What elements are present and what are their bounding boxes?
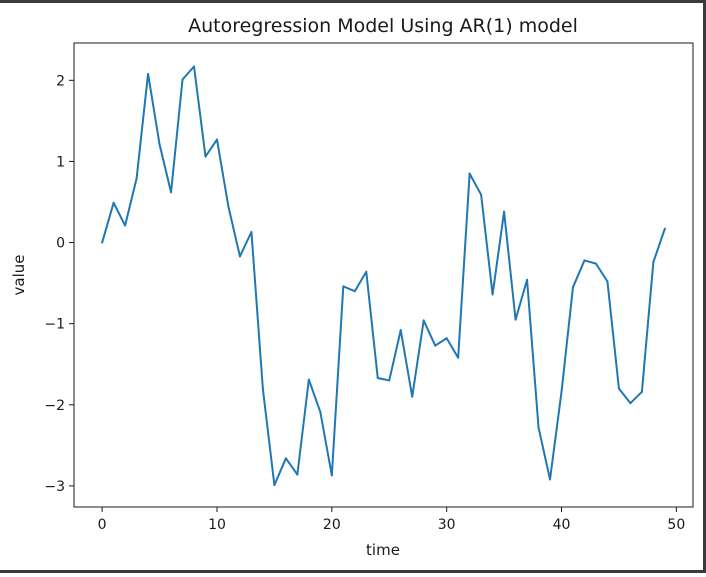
data-point [365,270,368,273]
data-point [158,143,161,146]
data-point [227,205,230,208]
data-point [215,138,218,141]
window-top-border [0,0,706,3]
data-point [594,262,597,265]
data-point [445,337,448,340]
data-point [250,231,253,234]
data-point [330,474,333,477]
data-point [560,390,563,393]
data-point [124,224,127,227]
data-point [296,473,299,476]
data-point [468,172,471,175]
data-point [617,387,620,390]
data-point [457,356,460,359]
data-point [503,210,506,213]
data-point [640,390,643,393]
data-point [388,379,391,382]
y-axis-ticks: 2 1 0 −1 −2 −3 [44,73,74,495]
x-tick-label: 20 [323,517,341,533]
data-point [434,344,437,347]
data-point [342,285,345,288]
data-point [307,378,310,381]
data-point [170,191,173,194]
y-axis-label: value [10,255,28,296]
y-tick-label: 0 [56,236,65,252]
axes-frame [73,42,694,508]
data-point [238,255,241,258]
data-point [353,290,356,293]
data-point [480,193,483,196]
y-tick-label: −1 [44,317,65,333]
data-point [537,426,540,429]
data-point [101,241,104,244]
data-point [514,318,517,321]
chart-title: Autoregression Model Using AR(1) model [188,15,578,37]
series-line [101,65,666,487]
data-point [549,478,552,481]
data-point [411,395,414,398]
data-point [583,259,586,262]
y-tick-label: −2 [44,398,65,414]
data-point [319,411,322,414]
data-point [422,319,425,322]
data-point [193,65,196,68]
data-point [204,155,207,158]
x-axis-label: time [366,541,400,559]
data-point [571,286,574,289]
data-point [663,227,666,230]
x-tick-label: 0 [98,517,107,533]
series-points [101,65,666,487]
data-point [261,388,264,391]
data-point [112,201,115,204]
data-point [376,377,379,380]
x-tick-label: 30 [438,517,456,533]
data-point [526,278,529,281]
data-point [399,329,402,332]
y-tick-label: 2 [56,73,65,89]
window-bottom-border [0,570,706,573]
data-point [135,177,138,180]
x-tick-label: 50 [667,517,685,533]
window-right-border [703,0,706,573]
x-tick-label: 10 [208,517,226,533]
data-point [491,293,494,296]
data-point [273,484,276,487]
y-tick-label: 1 [56,154,65,170]
data-point [181,78,184,81]
x-tick-label: 40 [553,517,571,533]
data-point [284,457,287,460]
y-tick-label: −3 [44,479,65,495]
data-point [147,72,150,75]
data-point [606,280,609,283]
data-point [629,402,632,405]
data-point [652,261,655,264]
x-axis-ticks: 0 10 20 30 40 50 [98,507,685,533]
